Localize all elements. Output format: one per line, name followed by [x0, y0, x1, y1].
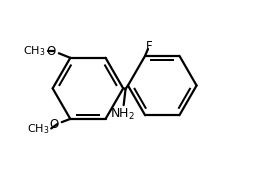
Text: NH$_2$: NH$_2$: [110, 107, 135, 122]
Text: CH$_3$: CH$_3$: [23, 44, 45, 58]
Text: CH$_3$: CH$_3$: [27, 122, 49, 136]
Text: F: F: [146, 40, 153, 53]
Text: O: O: [49, 118, 58, 131]
Text: O: O: [46, 45, 56, 58]
